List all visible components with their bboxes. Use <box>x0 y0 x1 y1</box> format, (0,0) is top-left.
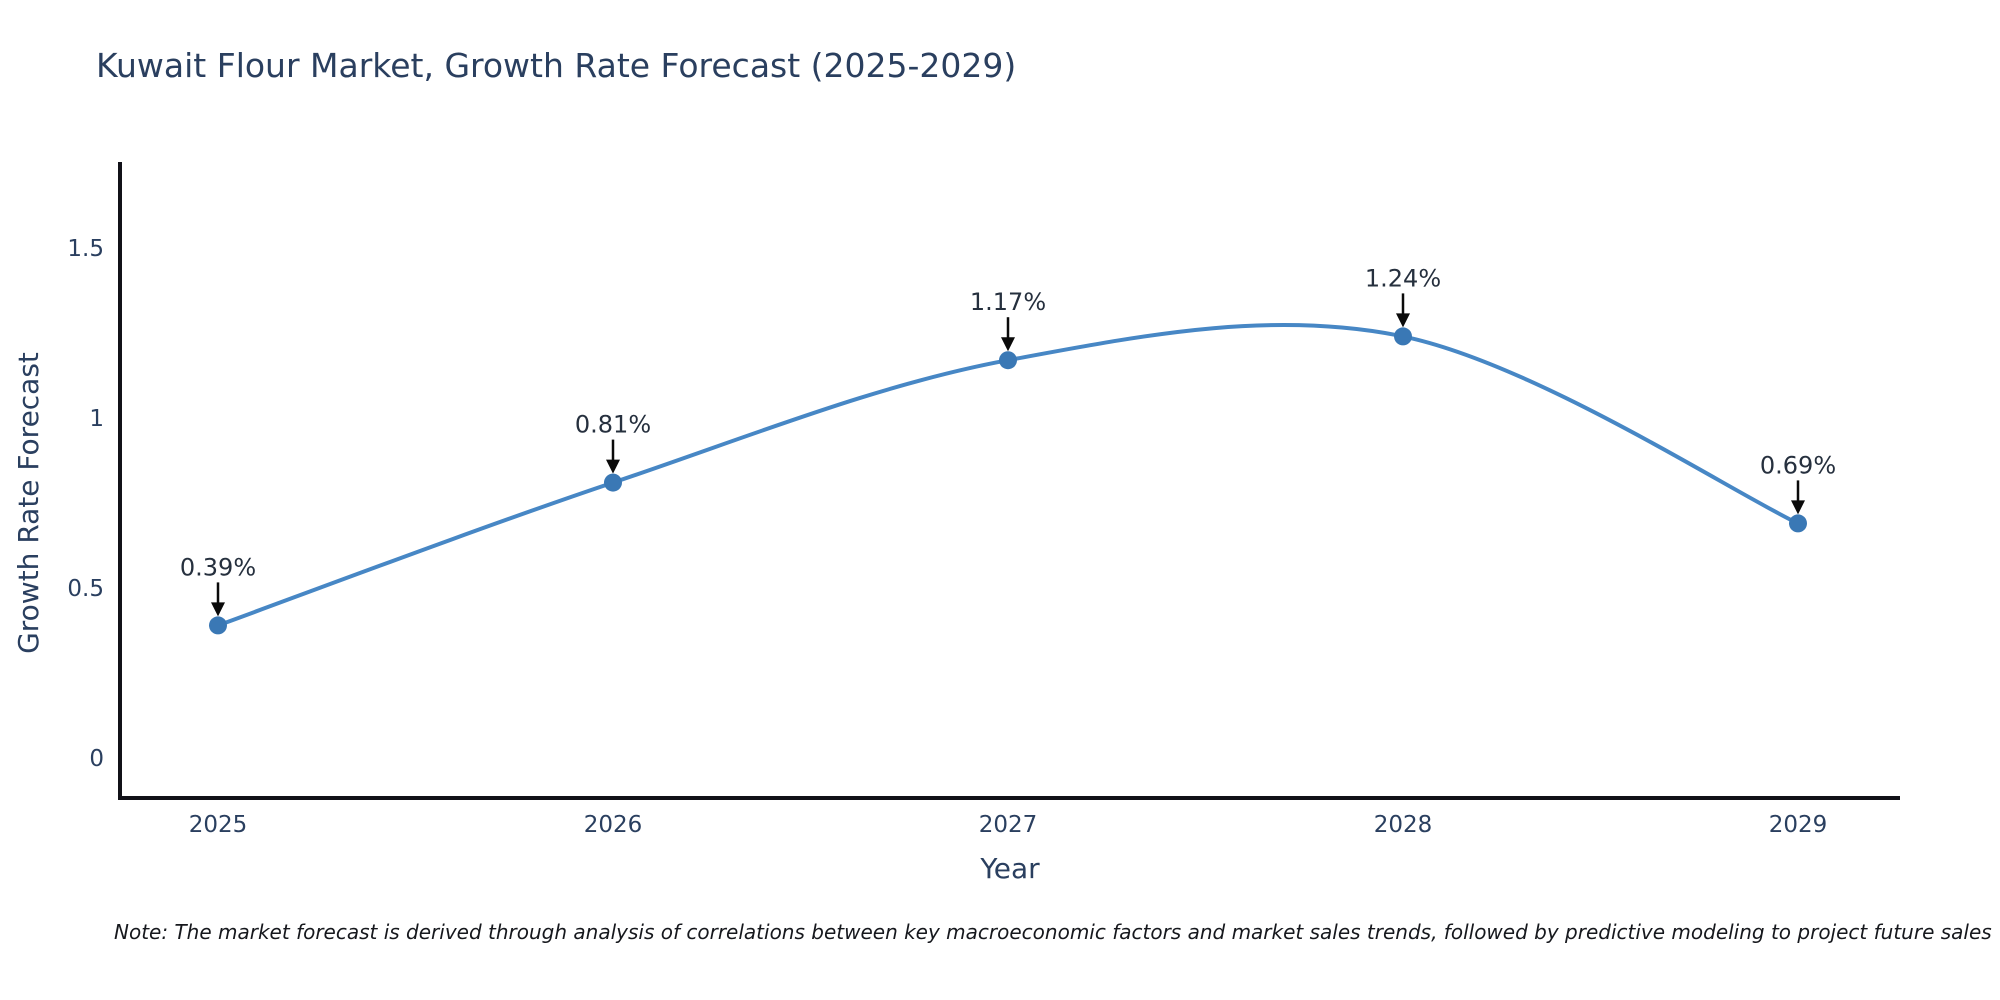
annotation-arrowhead-icon <box>1791 500 1805 515</box>
y-tick-label: 1.5 <box>67 236 104 262</box>
annotation-label: 0.69% <box>1760 451 1836 479</box>
data-point-marker <box>1789 514 1807 533</box>
axis-lines <box>118 162 1900 800</box>
annotation-label: 0.39% <box>180 553 256 581</box>
annotation-arrowhead-icon <box>606 459 620 474</box>
y-tick-label: 0.5 <box>67 576 104 602</box>
x-tick-label: 2027 <box>979 812 1038 838</box>
chart-title: Kuwait Flour Market, Growth Rate Forecas… <box>96 46 1017 85</box>
data-point-marker <box>604 473 622 492</box>
y-axis-tick-labels: 0 0.5 1 1.5 <box>67 236 104 772</box>
forecast-line-series <box>216 322 1800 628</box>
x-tick-label: 2028 <box>1374 812 1433 838</box>
annotation-label: 1.17% <box>970 288 1046 316</box>
annotation-label: 0.81% <box>575 411 651 439</box>
annotation-arrowhead-icon <box>1396 313 1410 328</box>
data-point-marker <box>1394 327 1412 346</box>
annotation-arrowhead-icon <box>1001 337 1015 352</box>
x-axis-tick-labels: 2025 2026 2027 2028 2029 <box>189 812 1828 838</box>
x-tick-label: 2026 <box>584 812 643 838</box>
y-axis-title: Growth Rate Forecast <box>12 352 45 654</box>
data-point-marker <box>999 351 1017 370</box>
footnote: Note: The market forecast is derived thr… <box>114 920 1992 944</box>
annotation-arrowhead-icon <box>211 602 225 617</box>
y-tick-label: 1 <box>89 406 104 432</box>
data-point-marker <box>209 616 227 635</box>
y-tick-label: 0 <box>89 746 104 772</box>
x-tick-label: 2025 <box>189 812 248 838</box>
x-axis-title: Year <box>979 852 1040 885</box>
data-point-markers <box>209 327 1807 635</box>
annotation-label: 1.24% <box>1365 264 1441 292</box>
x-tick-label: 2029 <box>1769 812 1828 838</box>
data-point-annotations: 0.39% 0.81% 1.17% 1.24% 0.69% <box>180 264 1836 617</box>
